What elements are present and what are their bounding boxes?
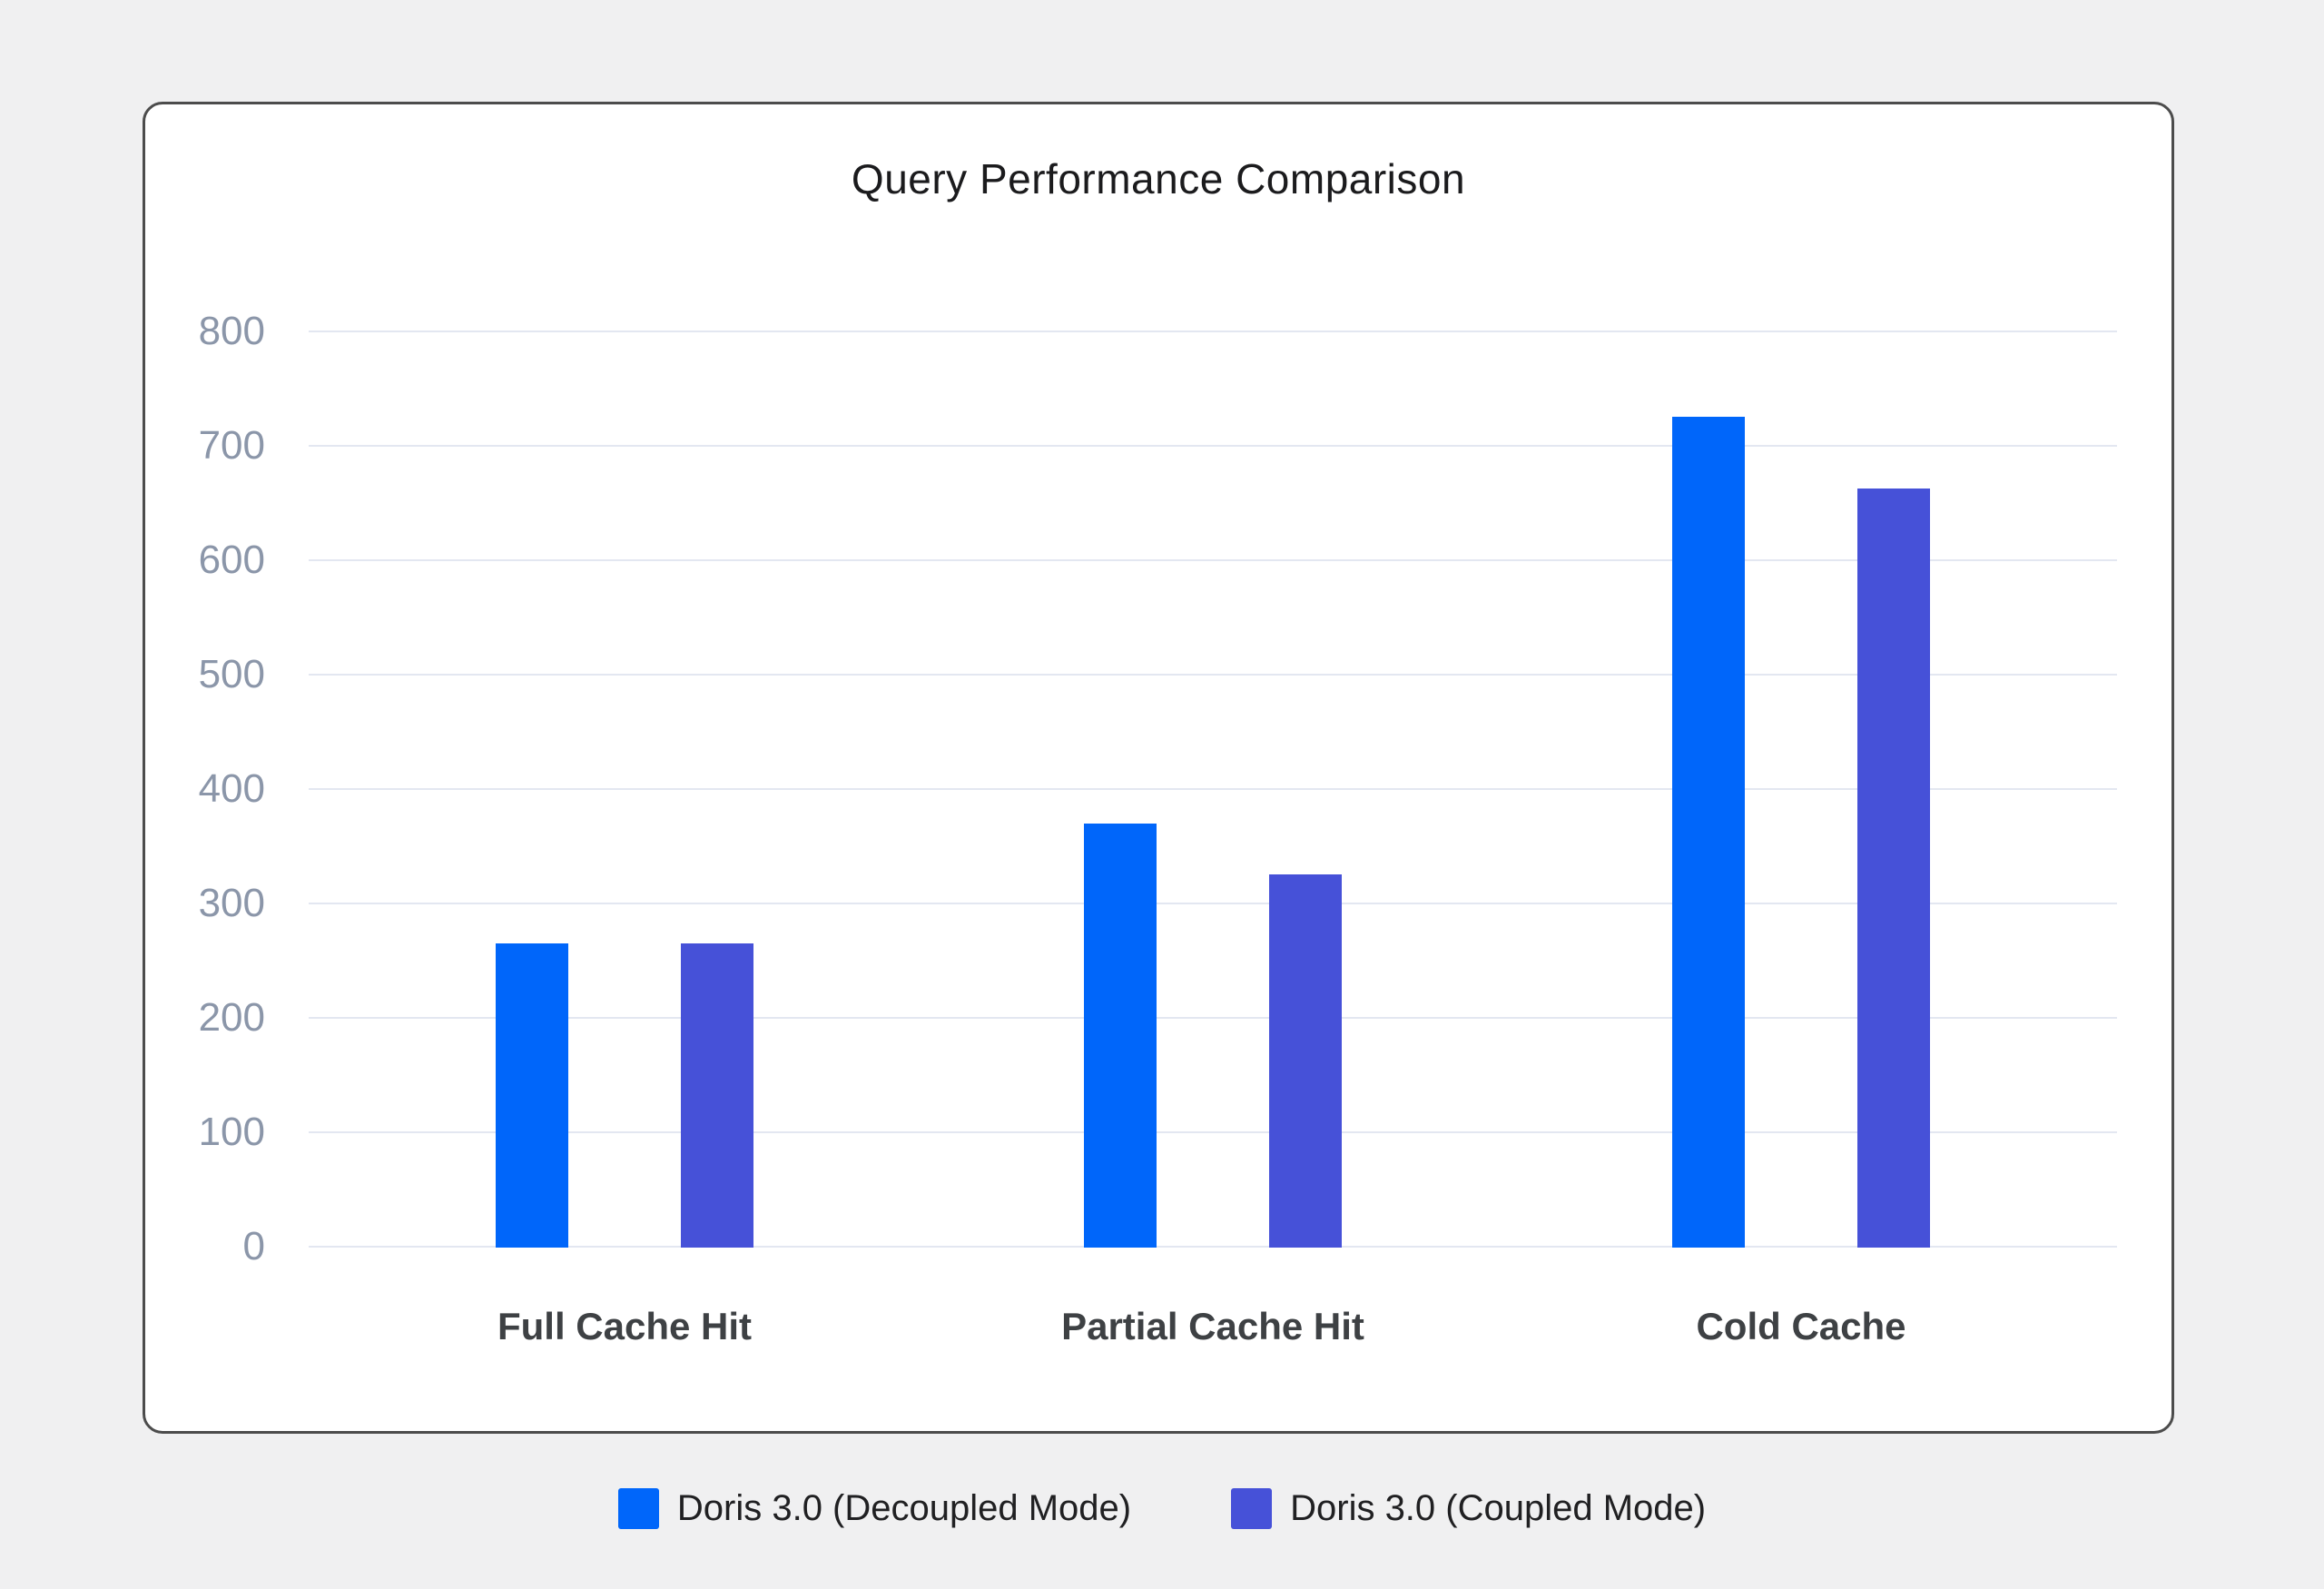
gridline-300 xyxy=(309,903,2117,904)
bar-doris-3-0-decoupled-mode-cold-cache[interactable] xyxy=(1672,417,1745,1248)
bar-doris-3-0-decoupled-mode-full-cache-hit[interactable] xyxy=(496,943,568,1248)
bar-doris-3-0-decoupled-mode-partial-cache-hit[interactable] xyxy=(1084,824,1157,1248)
y-tick-label-400: 400 xyxy=(198,766,265,811)
legend-swatch-coupled-icon xyxy=(1231,1487,1273,1529)
gridline-700 xyxy=(309,445,2117,447)
gridline-200 xyxy=(309,1017,2117,1019)
x-category-label-full-cache-hit: Full Cache Hit xyxy=(497,1305,753,1347)
legend-swatch-decoupled-icon xyxy=(617,1487,659,1529)
bar-doris-3-0-coupled-mode-cold-cache[interactable] xyxy=(1857,489,1930,1248)
gridline-500 xyxy=(309,674,2117,676)
chart-card xyxy=(143,102,2174,1434)
x-category-label-cold-cache: Cold Cache xyxy=(1696,1305,1906,1347)
legend-item-coupled[interactable]: Doris 3.0 (Coupled Mode) xyxy=(1231,1487,1706,1529)
x-category-label-partial-cache-hit: Partial Cache Hit xyxy=(1061,1305,1364,1347)
gridline-0 xyxy=(309,1246,2117,1248)
y-tick-label-0: 0 xyxy=(242,1224,265,1268)
gridline-400 xyxy=(309,788,2117,790)
legend: Doris 3.0 (Decoupled Mode) Doris 3.0 (Co… xyxy=(0,1487,2324,1529)
bar-doris-3-0-coupled-mode-full-cache-hit[interactable] xyxy=(681,943,753,1248)
gridline-800 xyxy=(309,331,2117,332)
y-tick-label-800: 800 xyxy=(198,309,265,353)
y-tick-label-200: 200 xyxy=(198,995,265,1040)
y-tick-label-100: 100 xyxy=(198,1110,265,1154)
gridline-100 xyxy=(309,1131,2117,1133)
bar-doris-3-0-coupled-mode-partial-cache-hit[interactable] xyxy=(1269,874,1342,1248)
y-tick-label-700: 700 xyxy=(198,423,265,468)
legend-item-decoupled[interactable]: Doris 3.0 (Decoupled Mode) xyxy=(617,1487,1132,1529)
legend-label-coupled: Doris 3.0 (Coupled Mode) xyxy=(1290,1488,1707,1528)
y-tick-label-600: 600 xyxy=(198,538,265,582)
y-tick-label-300: 300 xyxy=(198,881,265,925)
legend-label-decoupled: Doris 3.0 (Decoupled Mode) xyxy=(676,1488,1132,1528)
chart-title: Query Performance Comparison xyxy=(851,155,1466,202)
y-tick-label-500: 500 xyxy=(198,652,265,696)
gridline-600 xyxy=(309,559,2117,561)
